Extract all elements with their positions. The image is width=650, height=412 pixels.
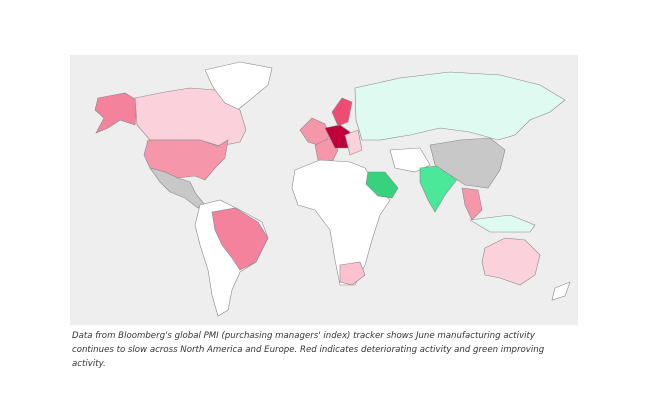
new-zealand	[551, 281, 571, 301]
spain-france	[314, 137, 339, 163]
africa	[291, 159, 391, 286]
russia	[354, 71, 566, 141]
scandinavia	[331, 97, 353, 127]
indonesia	[469, 214, 536, 233]
world-map	[70, 55, 578, 325]
south-africa	[339, 261, 366, 286]
brazil	[211, 207, 269, 271]
alaska	[94, 92, 138, 134]
southeast-asia	[461, 187, 483, 221]
china	[429, 137, 506, 189]
eastern-europe	[344, 129, 363, 156]
caption: Data from Bloomberg's global PMI (purcha…	[72, 331, 545, 369]
saudi-arabia	[365, 171, 399, 199]
australia	[481, 237, 541, 286]
